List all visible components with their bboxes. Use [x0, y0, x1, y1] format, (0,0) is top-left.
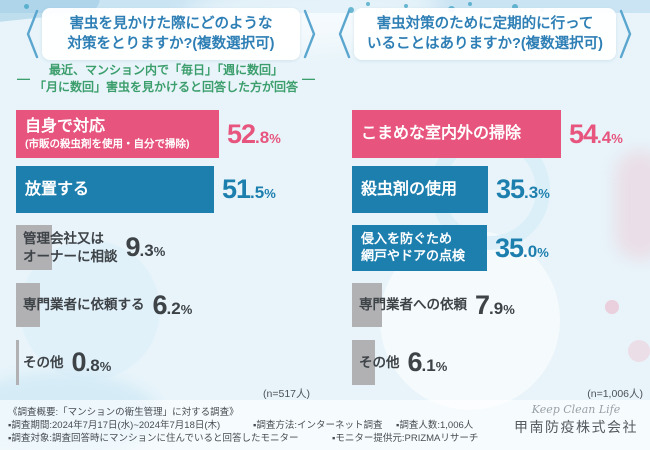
bar-frequent-cleaning: こまめな室内外の掃除 [352, 110, 561, 158]
bar-row: 専門業者への依頼 7.9% [352, 283, 648, 327]
percent-value: 52.8% [227, 118, 281, 149]
question-header-right: 害虫対策のために定期的に行って いることはありますか?(複数選択可) [338, 8, 632, 60]
angle-bracket-right-icon [619, 9, 632, 59]
bar-row: その他 6.1% [352, 340, 648, 385]
bar-row: こまめな室内外の掃除 54.4% [352, 110, 648, 158]
sample-size-right: (n=1,006人) [587, 388, 643, 400]
percent-value: 51.5% [222, 174, 276, 204]
survey-monitor: ▪モニター提供元:PRIZMAリサーチ [332, 433, 479, 444]
bar-label: 専門業者への依頼 [359, 297, 467, 313]
bar-consult-management [16, 225, 52, 270]
percent-value: 0.8% [71, 347, 112, 377]
dash-decoration: — [302, 70, 315, 86]
angle-bracket-left-icon [26, 9, 39, 59]
bar-label: こまめな室内外の掃除 [361, 125, 522, 143]
percent-value: 6.2% [152, 289, 193, 320]
question-title-left: 害虫を見かけた際にどのような 対策をとりますか?(複数選択可) [42, 8, 300, 60]
footer-band [0, 400, 650, 450]
dash-decoration: — [16, 70, 30, 86]
survey-count: ▪調査人数:1,006人 [396, 420, 474, 431]
decoration-dot [404, 4, 408, 8]
bar-label: 放置する [25, 180, 90, 198]
percent-value: 35.3% [496, 174, 550, 204]
bar-insecticide-use: 殺虫剤の使用 [352, 166, 488, 213]
brand-tagline: Keep Clean Life [531, 403, 621, 416]
percent-value: 54.4% [569, 118, 623, 149]
percent-value: 9.3% [125, 232, 166, 262]
survey-method: ▪調査方法:インターネット調査 [253, 420, 383, 431]
bar-label: 自身で対応 [25, 117, 106, 135]
bar-row: その他 0.8% [16, 340, 320, 385]
decoration-pink-dot [605, 300, 619, 314]
sample-size-left: (n=517人) [263, 388, 310, 400]
bar-row: 侵入を防ぐため 網戸やドアの点検 35.0% [352, 225, 648, 271]
bar-row: 自身で対応 (市販の殺虫剤を使用・自分で掃除) 52.8% [16, 110, 320, 158]
respondent-note-text: 最近、マンション内で「毎日」「週に数回」 「月に数回」害虫を見かけると回答した方… [33, 63, 298, 94]
percent-value: 35.0% [495, 232, 549, 263]
question-title-line: いることはありますか?(複数選択可) [366, 36, 603, 52]
bar-other [352, 340, 375, 385]
angle-bracket-left-icon [338, 9, 351, 59]
survey-target: ▪調査対象:調査回答時にマンションに住んでいると回答したモニター [8, 433, 299, 444]
decoration-dot [512, 4, 518, 10]
decoration-dot [366, 2, 370, 6]
decoration-dot [468, 2, 472, 6]
bar-label: 侵入を防ぐため 網戸やドアの点検 [361, 231, 466, 263]
percent-value: 6.1% [407, 347, 448, 377]
respondent-note: — 最近、マンション内で「毎日」「週に数回」 「月に数回」害虫を見かけると回答し… [12, 62, 320, 96]
decoration-dot [348, 7, 354, 13]
bar-label: その他 [23, 354, 64, 370]
survey-period: ▪調査期間:2024年7月17日(水)~2024年7月18日(木) [8, 420, 221, 431]
survey-overview: 《調査概要:「マンションの衛生管理」に対する調査》 [8, 407, 239, 418]
bar-self-response: 自身で対応 (市販の殺虫剤を使用・自分で掃除) [16, 110, 219, 158]
bar-row: 殺虫剤の使用 35.3% [352, 166, 648, 213]
question-title-line: 対策をとりますか?(複数選択可) [67, 36, 275, 52]
question-title-line: 害虫対策のために定期的に行って [376, 15, 594, 32]
bar-other [16, 340, 19, 385]
company-name: 甲南防疫株式会社 [514, 419, 638, 435]
bar-label: その他 [359, 354, 400, 370]
question-title-right: 害虫対策のために定期的に行って いることはありますか?(複数選択可) [354, 8, 616, 60]
bar-label: 専門業者に依頼する [23, 297, 145, 313]
brand-block: Keep Clean Life 甲南防疫株式会社 [514, 403, 638, 437]
bar-professional-request [352, 283, 382, 327]
decoration-dot [24, 4, 29, 9]
percent-value: 7.9% [475, 289, 515, 320]
bar-row: 専門業者に依頼する 6.2% [16, 283, 320, 327]
bar-label: 殺虫剤の使用 [361, 180, 458, 198]
bar-hire-professional [16, 283, 40, 327]
question-header-left: 害虫を見かけた際にどのような 対策をとりますか?(複数選択可) [26, 8, 316, 60]
question-title-line: 害虫を見かけた際にどのような [69, 15, 273, 32]
decoration-pink-dot [628, 340, 650, 362]
bar-sublabel: (市販の殺虫剤を使用・自分で掃除) [25, 138, 190, 151]
angle-bracket-right-icon [303, 9, 316, 59]
bar-screen-door-check: 侵入を防ぐため 網戸やドアの点検 [352, 225, 487, 271]
decoration-pink-blob [615, 150, 650, 260]
bar-label: 管理会社又は オーナーに相談 [23, 230, 118, 264]
bar-row: 管理会社又は オーナーに相談 9.3% [16, 225, 320, 270]
bar-leave-alone: 放置する [16, 166, 214, 213]
bar-row: 放置する 51.5% [16, 166, 320, 213]
